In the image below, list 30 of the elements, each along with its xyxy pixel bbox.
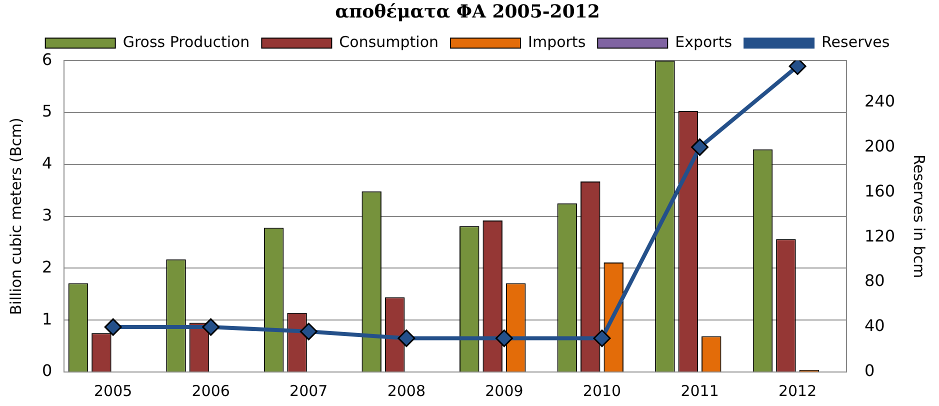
legend-label: Gross Production <box>122 32 250 51</box>
y2-axis-title: Reserves in bcm <box>910 154 928 278</box>
chart-title: αποθέματα ΦΑ 2005-2012 <box>335 1 600 22</box>
y-tick-label: 6 <box>42 50 52 69</box>
x-tick-label: 2009 <box>485 382 524 400</box>
x-tick-label: 2010 <box>582 382 622 400</box>
x-tick-label: 2011 <box>680 382 719 400</box>
y-tick-label: 5 <box>42 102 52 121</box>
x-tick-label: 2005 <box>94 382 132 400</box>
legend-label: Reserves <box>822 32 890 51</box>
y-tick-label: 4 <box>42 154 52 173</box>
y2-tick-label: 0 <box>864 361 875 380</box>
y2-tick-label: 80 <box>864 271 885 290</box>
y-tick-label: 2 <box>42 257 52 276</box>
x-tick-label: 2007 <box>290 382 328 400</box>
x-tick-label: 2012 <box>778 382 817 400</box>
y2-tick-label: 200 <box>864 136 896 156</box>
x-tick-label: 2008 <box>387 382 426 400</box>
y-tick-label: 0 <box>42 361 52 380</box>
legend-label: Imports <box>528 32 586 51</box>
y2-tick-label: 40 <box>864 316 885 336</box>
y2-tick-label: 240 <box>864 91 896 110</box>
x-tick-label: 2006 <box>192 382 230 400</box>
legend-label: Exports <box>675 32 732 51</box>
y2-tick-label: 160 <box>864 181 896 200</box>
y-axis-title: Billion cubic meters (Bcm) <box>6 118 25 316</box>
y-tick-label: 3 <box>42 205 52 224</box>
y2-tick-label: 120 <box>864 226 896 246</box>
legend-label: Consumption <box>339 32 439 51</box>
y-tick-label: 1 <box>42 309 52 328</box>
